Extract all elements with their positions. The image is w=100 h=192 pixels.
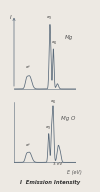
- Text: I: I: [10, 16, 12, 21]
- Text: E (eV): E (eV): [67, 170, 82, 175]
- Text: $a''$: $a''$: [25, 143, 32, 150]
- Text: $a_4$: $a_4$: [50, 98, 56, 106]
- Text: $a''$: $a''$: [25, 65, 32, 72]
- Text: $a_3$: $a_3$: [45, 125, 51, 132]
- Text: Mg: Mg: [64, 35, 73, 40]
- Text: 3 eV: 3 eV: [53, 161, 62, 166]
- Text: I  Emission Intensity: I Emission Intensity: [20, 180, 80, 185]
- Text: $a_3$: $a_3$: [46, 15, 53, 22]
- Text: Mg O: Mg O: [61, 116, 76, 121]
- Text: $a_4$: $a_4$: [51, 39, 57, 47]
